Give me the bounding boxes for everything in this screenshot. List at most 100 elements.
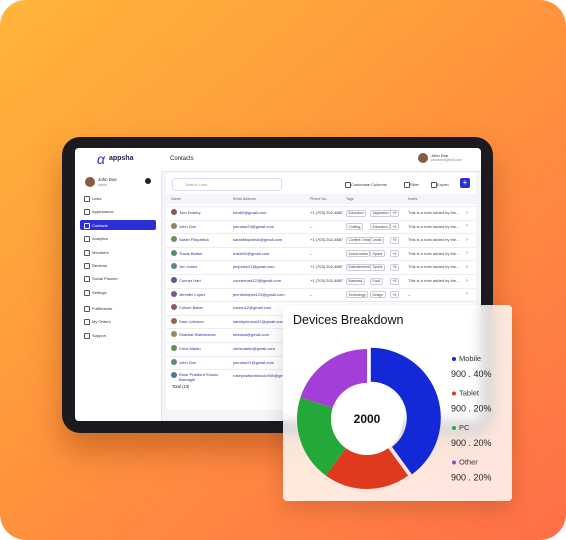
toolbar-button[interactable]: Filter: [410, 182, 419, 187]
nav-icon: [84, 249, 90, 256]
nav-icon: [84, 276, 90, 283]
page-title: Contacts: [170, 156, 194, 162]
row-chevron[interactable]: ›: [466, 209, 468, 216]
logo-mark: α: [97, 151, 105, 167]
nav-item[interactable]: Links: [92, 196, 102, 201]
nav-item[interactable]: Contacts: [92, 222, 108, 228]
search-box[interactable]: [172, 178, 282, 191]
column-header: Name: [171, 197, 181, 201]
toolbar-button[interactable]: Customise Columns: [351, 182, 387, 187]
row-chevron[interactable]: ›: [466, 291, 468, 298]
contact-phone: –: [310, 291, 313, 297]
contact-tag: Technology: [346, 291, 369, 299]
toolbar-icon: [404, 182, 410, 188]
contact-email[interactable]: travis92@gmail.com: [233, 250, 270, 256]
contact-phone: –: [310, 223, 313, 229]
contact-name[interactable]: John Doe: [179, 223, 197, 229]
contact-tag: Sports: [370, 263, 385, 272]
row-chevron[interactable]: ›: [466, 250, 468, 257]
row-divider: [166, 274, 476, 275]
contact-email[interactable]: jenniferlopez123@gmail.com: [233, 291, 285, 297]
nav-item[interactable]: Fulfillments: [92, 306, 113, 311]
contact-name[interactable]: John Doe: [179, 359, 197, 365]
contact-note: This is a note added by the...: [408, 210, 460, 215]
contact-tag: +5: [390, 291, 399, 299]
top-bar: [75, 148, 481, 172]
nav-item[interactable]: Reviews: [92, 263, 108, 268]
contact-email[interactable]: johndoe23@gmail.com: [233, 223, 274, 229]
nav-item[interactable]: My Orders: [92, 319, 111, 325]
nav-item[interactable]: Settings: [92, 289, 107, 295]
contact-name[interactable]: Sarah Fitzpatrick: [179, 237, 210, 243]
nav-item[interactable]: Analytics: [92, 236, 109, 242]
contact-email[interactable]: colson12@gmail.com: [233, 305, 272, 311]
nav-icon: [84, 236, 90, 243]
donut-slice: [370, 347, 441, 475]
contact-name[interactable]: Jennifer Lopez: [179, 291, 206, 297]
contact-email[interactable]: johndoe21@gmail.com: [233, 359, 274, 365]
contact-note: This is a note added by the...: [408, 264, 460, 270]
active-nav-bg: [80, 219, 156, 230]
profile-menu[interactable]: [145, 178, 151, 184]
contact-email[interactable]: jenjones21@gmail.com: [233, 264, 275, 270]
add-button[interactable]: +: [460, 178, 470, 188]
contact-email[interactable]: chrismartin@gmail.com: [233, 346, 275, 351]
column-header: Phone No.: [310, 197, 327, 201]
nav-item[interactable]: Appearance: [92, 209, 114, 215]
legend-dot: [452, 460, 456, 465]
contact-email[interactable]: connerhart123@gmail.com: [233, 278, 282, 283]
legend-dot: [452, 426, 456, 430]
nav-item[interactable]: Support: [92, 332, 107, 338]
profile-name: John Doe: [98, 177, 117, 182]
nav-item[interactable]: Social Planner: [92, 276, 118, 282]
contact-avatar: [171, 277, 177, 283]
row-divider: [166, 287, 476, 289]
profile-avatar: [85, 177, 95, 187]
nav-icon: [84, 289, 90, 296]
user-avatar[interactable]: [418, 153, 428, 163]
toolbar-button[interactable]: Export: [437, 182, 449, 187]
nav-item[interactable]: Members: [92, 249, 109, 255]
center-label: 2000: [354, 412, 381, 426]
legend-value: 900 . 20%: [451, 473, 492, 483]
row-chevron[interactable]: ›: [466, 236, 468, 243]
column-header: Email Address: [233, 197, 256, 201]
contact-tag: Entertainment: [346, 263, 373, 272]
row-divider: [166, 219, 476, 221]
contact-avatar: [171, 290, 177, 297]
contact-tag: Food: [370, 277, 383, 285]
contact-note: This is a note added by the...: [408, 237, 460, 243]
contact-name[interactable]: Chris Martin: [179, 346, 201, 351]
row-chevron[interactable]: ›: [466, 223, 468, 230]
contact-tag: +5: [390, 277, 399, 285]
contact-name[interactable]: Travis Barker: [179, 250, 203, 256]
contact-name[interactable]: Conner Hart: [179, 278, 201, 283]
contact-email[interactable]: tom82@gmail.com: [233, 210, 267, 215]
contact-name[interactable]: Colson Baker: [179, 305, 204, 311]
nav-icon: [84, 209, 90, 216]
nav-icon: [84, 263, 90, 269]
row-chevron[interactable]: ›: [466, 277, 468, 284]
contact-name[interactable]: Sara Johnson: [179, 318, 204, 324]
contact-email[interactable]: sarahjohnson22@gmail.com: [233, 318, 284, 324]
profile-role: owner: [98, 183, 108, 187]
contact-name[interactable]: Tom Dobrey: [179, 210, 201, 215]
contact-email[interactable]: sarahfitzpatrick@gmail.com: [233, 237, 283, 243]
contact-tag: Vegetation: [370, 209, 392, 217]
contact-name[interactable]: Shavkat Rakhmanov: [179, 332, 216, 338]
donut-slice: [297, 397, 346, 476]
contact-name[interactable]: Jen Jones: [179, 264, 198, 270]
contact-name[interactable]: Rose Pradford Shoulo Barnaghi: [179, 371, 219, 382]
donut-slice: [325, 448, 409, 489]
row-chevron[interactable]: ›: [466, 263, 468, 270]
contact-note: This is a note added by the...: [408, 223, 460, 229]
contact-email[interactable]: rosepradfordshoulo900@gmail.com: [233, 373, 297, 379]
legend-value: 900 . 20%: [451, 438, 492, 448]
legend-value: 900 . 40%: [451, 369, 492, 379]
contact-tag: Business: [346, 277, 365, 285]
row-divider: [166, 301, 476, 302]
contact-email[interactable]: shavkat@gmail.com: [233, 332, 270, 338]
contact-tag: Sports: [370, 250, 385, 258]
legend-label: PC: [459, 423, 470, 432]
chart-title: Devices Breakdown: [293, 313, 404, 327]
